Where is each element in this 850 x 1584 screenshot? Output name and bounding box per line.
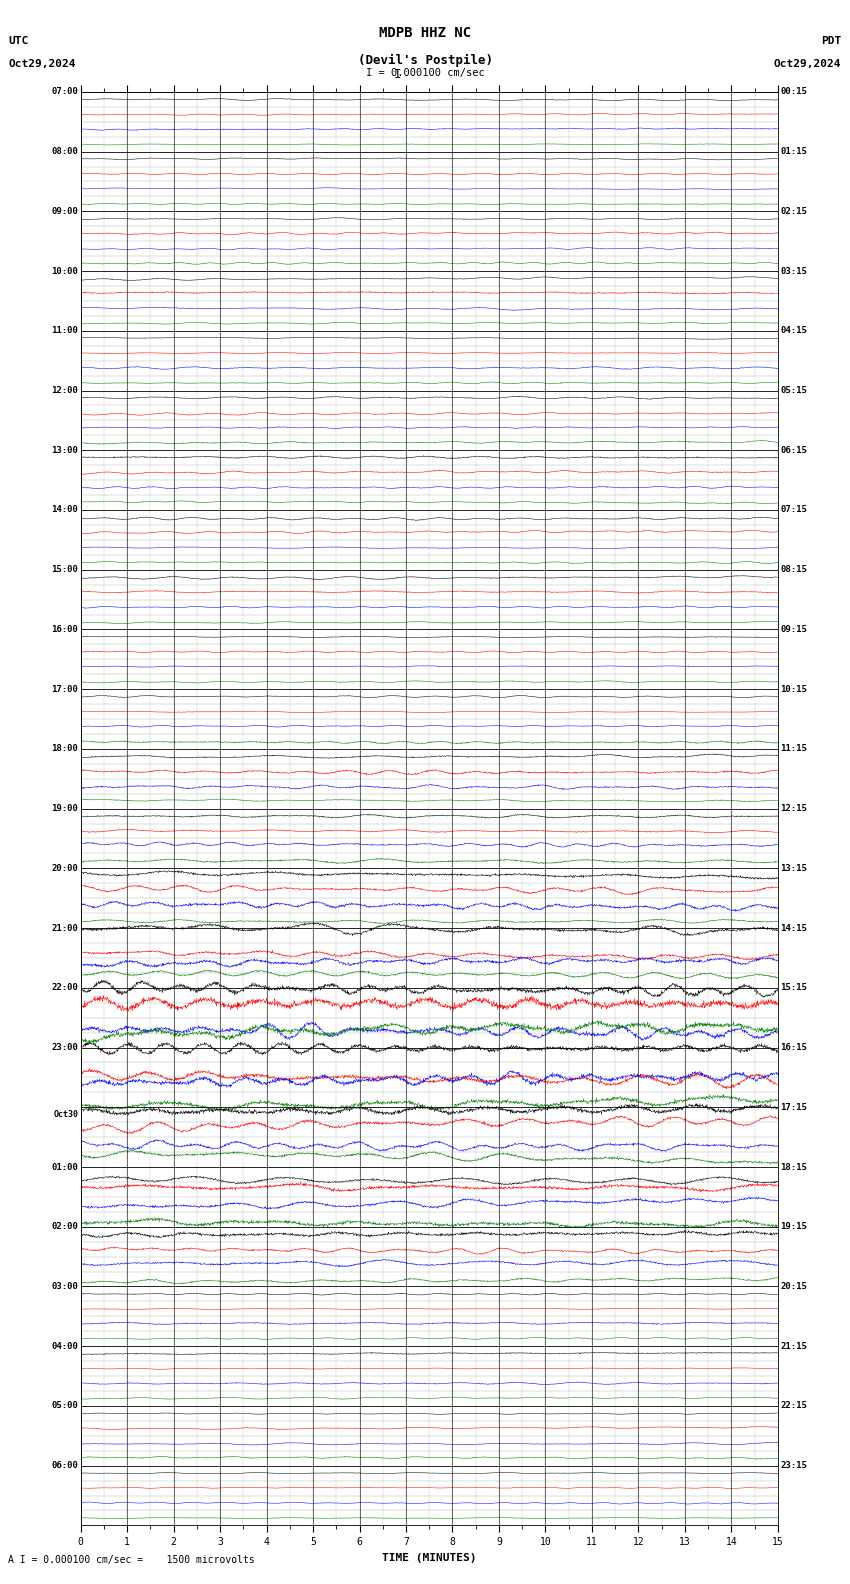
Text: 10:15: 10:15 [780, 684, 808, 694]
Text: 07:00: 07:00 [51, 87, 78, 97]
Text: Oct29,2024: Oct29,2024 [774, 59, 842, 68]
Text: 06:15: 06:15 [780, 445, 808, 455]
Text: 02:15: 02:15 [780, 208, 808, 215]
Text: 03:15: 03:15 [780, 266, 808, 276]
Text: 23:00: 23:00 [51, 1042, 78, 1052]
Text: 21:00: 21:00 [51, 923, 78, 933]
Text: 21:15: 21:15 [780, 1342, 808, 1351]
Text: 16:00: 16:00 [51, 626, 78, 634]
Text: 02:00: 02:00 [51, 1223, 78, 1231]
Text: 01:15: 01:15 [780, 147, 808, 157]
Text: 09:00: 09:00 [51, 208, 78, 215]
Text: 05:15: 05:15 [780, 386, 808, 394]
Text: 17:15: 17:15 [780, 1102, 808, 1112]
Text: 12:15: 12:15 [780, 805, 808, 813]
Text: 01:00: 01:00 [51, 1163, 78, 1172]
Text: 14:00: 14:00 [51, 505, 78, 515]
Text: 06:00: 06:00 [51, 1460, 78, 1470]
Text: 17:00: 17:00 [51, 684, 78, 694]
Text: 08:00: 08:00 [51, 147, 78, 157]
Text: 20:15: 20:15 [780, 1281, 808, 1291]
Text: 18:15: 18:15 [780, 1163, 808, 1172]
Text: PDT: PDT [821, 36, 842, 46]
Text: 10:00: 10:00 [51, 266, 78, 276]
Text: 20:00: 20:00 [51, 863, 78, 873]
Text: I: I [394, 68, 401, 81]
Text: 13:15: 13:15 [780, 863, 808, 873]
Text: 13:00: 13:00 [51, 445, 78, 455]
Text: Oct30: Oct30 [54, 1110, 78, 1120]
Text: 05:00: 05:00 [51, 1402, 78, 1410]
Text: 22:00: 22:00 [51, 984, 78, 992]
Text: 15:00: 15:00 [51, 565, 78, 575]
Text: 11:00: 11:00 [51, 326, 78, 336]
Text: 19:15: 19:15 [780, 1223, 808, 1231]
Text: 09:15: 09:15 [780, 626, 808, 634]
Text: 00:15: 00:15 [780, 87, 808, 97]
Text: A I = 0.000100 cm/sec =    1500 microvolts: A I = 0.000100 cm/sec = 1500 microvolts [8, 1555, 255, 1565]
Text: 18:00: 18:00 [51, 744, 78, 754]
Text: I = 0.000100 cm/sec: I = 0.000100 cm/sec [366, 68, 484, 78]
Text: 15:15: 15:15 [780, 984, 808, 992]
Text: 07:15: 07:15 [780, 505, 808, 515]
Text: UTC: UTC [8, 36, 29, 46]
Text: 11:15: 11:15 [780, 744, 808, 754]
Text: 19:00: 19:00 [51, 805, 78, 813]
Text: 08:15: 08:15 [780, 565, 808, 575]
Text: 04:00: 04:00 [51, 1342, 78, 1351]
Text: Oct29,2024: Oct29,2024 [8, 59, 76, 68]
Text: 12:00: 12:00 [51, 386, 78, 394]
Text: 03:00: 03:00 [51, 1281, 78, 1291]
Text: 04:15: 04:15 [780, 326, 808, 336]
Text: 22:15: 22:15 [780, 1402, 808, 1410]
Text: 16:15: 16:15 [780, 1042, 808, 1052]
Text: MDPB HHZ NC: MDPB HHZ NC [379, 25, 471, 40]
X-axis label: TIME (MINUTES): TIME (MINUTES) [382, 1552, 477, 1563]
Text: 23:15: 23:15 [780, 1460, 808, 1470]
Text: (Devil's Postpile): (Devil's Postpile) [358, 54, 492, 67]
Text: 14:15: 14:15 [780, 923, 808, 933]
